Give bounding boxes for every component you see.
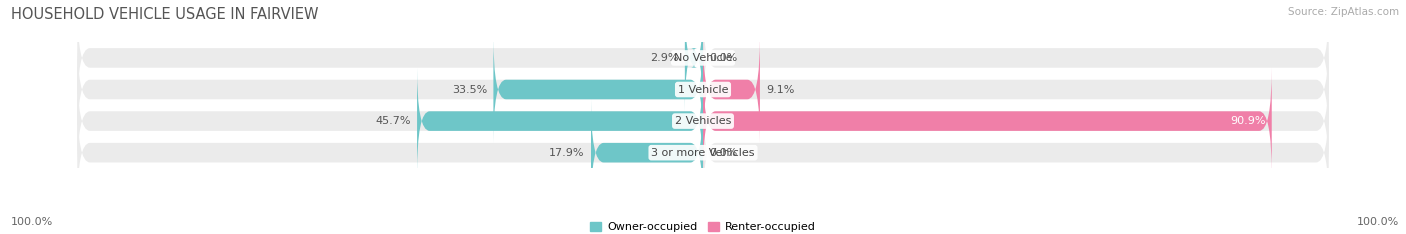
FancyBboxPatch shape — [703, 4, 1329, 111]
Text: HOUSEHOLD VEHICLE USAGE IN FAIRVIEW: HOUSEHOLD VEHICLE USAGE IN FAIRVIEW — [11, 7, 319, 22]
FancyBboxPatch shape — [703, 36, 759, 143]
FancyBboxPatch shape — [77, 68, 703, 175]
Text: 9.1%: 9.1% — [766, 84, 794, 95]
FancyBboxPatch shape — [703, 99, 1329, 206]
Text: 0.0%: 0.0% — [709, 53, 738, 63]
Text: 0.0%: 0.0% — [709, 148, 738, 158]
FancyBboxPatch shape — [77, 99, 703, 206]
FancyBboxPatch shape — [494, 36, 703, 143]
FancyBboxPatch shape — [418, 68, 703, 175]
FancyBboxPatch shape — [703, 68, 1329, 175]
FancyBboxPatch shape — [685, 4, 703, 111]
Text: 90.9%: 90.9% — [1230, 116, 1265, 126]
Text: 3 or more Vehicles: 3 or more Vehicles — [651, 148, 755, 158]
Text: 45.7%: 45.7% — [375, 116, 411, 126]
Legend: Owner-occupied, Renter-occupied: Owner-occupied, Renter-occupied — [591, 222, 815, 232]
Text: 1 Vehicle: 1 Vehicle — [678, 84, 728, 95]
FancyBboxPatch shape — [703, 68, 1272, 175]
Text: Source: ZipAtlas.com: Source: ZipAtlas.com — [1288, 7, 1399, 17]
FancyBboxPatch shape — [77, 36, 703, 143]
Text: 17.9%: 17.9% — [550, 148, 585, 158]
Text: 2.9%: 2.9% — [650, 53, 679, 63]
FancyBboxPatch shape — [591, 99, 703, 206]
Text: No Vehicle: No Vehicle — [673, 53, 733, 63]
FancyBboxPatch shape — [703, 36, 1329, 143]
Text: 100.0%: 100.0% — [1357, 217, 1399, 227]
FancyBboxPatch shape — [77, 4, 703, 111]
Text: 33.5%: 33.5% — [451, 84, 486, 95]
Text: 2 Vehicles: 2 Vehicles — [675, 116, 731, 126]
Text: 100.0%: 100.0% — [11, 217, 53, 227]
